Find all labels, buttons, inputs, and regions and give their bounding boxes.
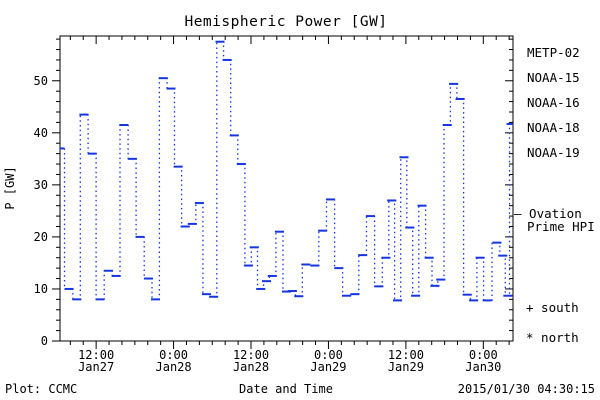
y-tick-label: 0 (41, 334, 48, 348)
axes-layer: 0102030405012:00Jan270:00Jan2812:00Jan28… (34, 35, 514, 374)
chart-title: Hemispheric Power [GW] (184, 14, 387, 30)
legend-item-metp02: METP-02 (527, 45, 580, 60)
x-tick-label-time: 0:00 (469, 348, 498, 362)
x-tick-label-time: 12:00 (388, 348, 424, 362)
x-tick-label-date: Jan28 (233, 360, 269, 374)
y-axis-title: P [GW] (3, 166, 17, 209)
plot-border (59, 35, 514, 342)
series-legend-line1: – Ovation (514, 206, 582, 221)
x-tick-label-date: Jan28 (156, 360, 192, 374)
x-tick-label-time: 0:00 (314, 348, 343, 362)
south-marker-label: + south (526, 300, 579, 315)
y-tick-label: 10 (34, 282, 48, 296)
x-tick-label-date: Jan27 (78, 360, 114, 374)
x-axis-title: Date and Time (239, 382, 333, 396)
y-tick-label: 40 (34, 126, 48, 140)
x-tick-label-time: 0:00 (159, 348, 188, 362)
x-tick-label-date: Jan29 (388, 360, 424, 374)
x-tick-label-time: 12:00 (78, 348, 114, 362)
series-legend-line2: Prime HPI (527, 219, 595, 234)
y-tick-label: 30 (34, 178, 48, 192)
legend-item-noaa16: NOAA-16 (527, 95, 580, 110)
y-tick-label: 50 (34, 74, 48, 88)
plot-timestamp: 2015/01/30 04:30:15 (458, 382, 595, 396)
legend-item-noaa15: NOAA-15 (527, 70, 580, 85)
hpi-dotted-connector (63, 41, 513, 302)
y-tick-label: 20 (34, 230, 48, 244)
plot-credit-label: Plot: CCMC (5, 382, 77, 396)
legend-item-noaa18: NOAA-18 (527, 120, 580, 135)
x-tick-label-date: Jan29 (310, 360, 346, 374)
legend-item-noaa19: NOAA-19 (527, 145, 580, 160)
north-marker-label: * north (526, 330, 579, 345)
hpi-data-series (60, 40, 513, 302)
x-tick-label-time: 12:00 (233, 348, 269, 362)
x-tick-label-date: Jan30 (465, 360, 501, 374)
